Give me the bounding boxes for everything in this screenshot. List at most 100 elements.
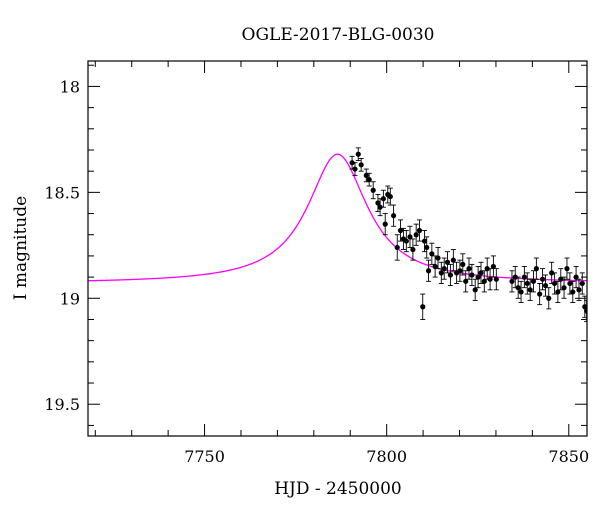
data-marker <box>397 227 404 234</box>
data-point <box>527 278 533 301</box>
data-marker <box>546 295 552 301</box>
data-marker <box>435 255 441 261</box>
data-marker <box>576 287 582 293</box>
data-marker <box>478 270 484 276</box>
data-point <box>472 278 478 301</box>
x-tick-label: 7800 <box>366 447 407 466</box>
data-point <box>441 257 447 280</box>
data-marker <box>403 238 409 244</box>
tick-labels: 7750 7800 7850 18 18.5 19 19.5 <box>44 77 589 466</box>
data-marker <box>582 304 587 310</box>
data-marker <box>450 257 456 263</box>
data-marker <box>524 280 530 287</box>
x-tick-label: 7750 <box>184 447 225 466</box>
data-point <box>518 280 524 303</box>
data-marker <box>349 160 355 166</box>
data-marker <box>475 274 481 280</box>
data-marker <box>530 278 537 284</box>
data-marker <box>460 261 466 267</box>
data-marker <box>469 272 475 278</box>
data-point <box>424 236 430 259</box>
data-point <box>410 238 416 261</box>
data-point <box>487 268 493 291</box>
data-marker <box>521 274 527 280</box>
data-point <box>530 270 537 293</box>
data-marker <box>573 274 579 280</box>
data-point <box>435 246 441 270</box>
y-tick-label: 18.5 <box>44 183 80 202</box>
data-point <box>394 234 400 261</box>
data-marker <box>579 280 585 287</box>
data-point <box>366 172 372 187</box>
data-marker <box>375 200 381 206</box>
data-point <box>457 259 463 282</box>
x-axis-label: HJD - 2450000 <box>274 479 402 499</box>
data-point <box>429 242 435 265</box>
data-point <box>469 263 475 287</box>
data-point <box>542 274 549 297</box>
data-point <box>416 219 423 242</box>
data-point <box>447 263 454 287</box>
data-marker <box>438 270 444 276</box>
data-point <box>438 261 444 284</box>
data-point <box>407 225 413 248</box>
data-point <box>450 249 456 272</box>
data-point <box>478 261 484 284</box>
data-marker <box>363 172 369 179</box>
data-marker <box>537 291 543 297</box>
data-marker <box>410 246 416 253</box>
data-marker <box>355 151 361 157</box>
y-axis-label: I magnitude <box>11 196 31 300</box>
data-point <box>432 255 438 278</box>
data-marker <box>564 266 570 272</box>
data-point <box>425 259 432 282</box>
data-point <box>546 287 552 310</box>
data-point <box>413 223 419 246</box>
data-point <box>484 257 490 280</box>
data-point <box>387 187 393 206</box>
data-marker <box>352 166 358 172</box>
y-tick-label: 19.5 <box>44 395 80 414</box>
data-point <box>349 155 355 170</box>
data-marker <box>509 278 515 284</box>
data-point <box>403 230 409 253</box>
y-tick-label: 18 <box>60 77 80 96</box>
data-marker <box>425 268 432 274</box>
data-marker <box>533 266 539 272</box>
data-marker <box>387 193 393 200</box>
data-point <box>515 276 521 299</box>
chart-title: OGLE-2017-BLG-0030 <box>242 25 435 45</box>
data-point <box>564 257 570 280</box>
data-point <box>533 257 539 280</box>
data-point <box>579 272 585 295</box>
data-marker <box>551 280 558 287</box>
data-point <box>460 253 466 276</box>
data-point <box>390 204 397 227</box>
data-marker <box>515 285 521 291</box>
data-marker <box>424 244 430 251</box>
data-point <box>537 283 543 306</box>
data-marker <box>413 232 419 238</box>
data-marker <box>370 187 376 193</box>
axis-ticks <box>88 61 587 436</box>
data-marker <box>382 221 388 227</box>
data-marker <box>567 280 573 287</box>
data-point <box>561 276 567 299</box>
data-marker <box>490 263 496 270</box>
data-marker <box>416 227 423 234</box>
data-marker <box>493 276 499 282</box>
data-point <box>570 280 576 303</box>
data-marker <box>444 259 451 265</box>
plot-frame <box>87 60 588 437</box>
data-point <box>382 213 388 236</box>
data-marker <box>539 276 546 282</box>
data-marker <box>420 304 426 310</box>
data-point <box>549 261 555 284</box>
data-point <box>420 293 426 320</box>
data-marker <box>570 289 576 295</box>
data-point <box>524 272 530 295</box>
data-marker <box>561 285 567 291</box>
data-point <box>370 181 376 200</box>
data-marker <box>558 276 564 282</box>
